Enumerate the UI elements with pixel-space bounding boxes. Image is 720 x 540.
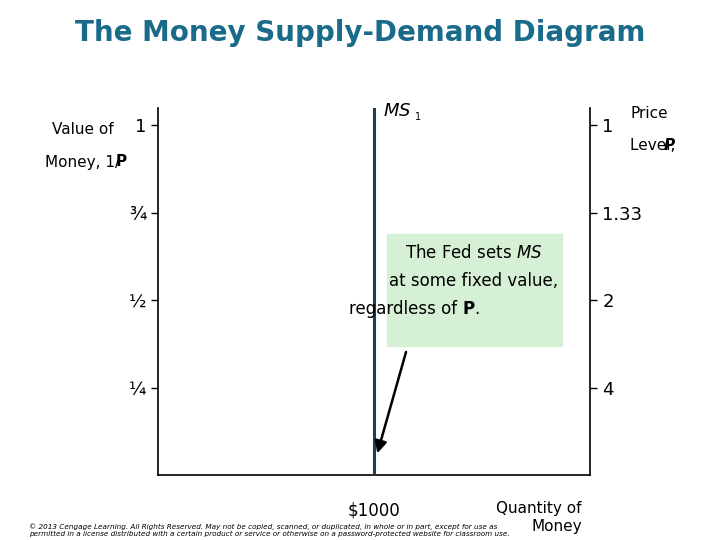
Text: Money, 1/: Money, 1/	[45, 154, 120, 170]
Text: P: P	[115, 154, 127, 170]
Text: $\mathit{MS}$: $\mathit{MS}$	[383, 102, 411, 120]
Text: P: P	[664, 138, 675, 153]
Text: $\mathbf{P}$.: $\mathbf{P}$.	[462, 300, 480, 318]
FancyBboxPatch shape	[387, 234, 562, 346]
Text: The Money Supply-Demand Diagram: The Money Supply-Demand Diagram	[75, 19, 645, 47]
Text: The Fed sets $\mathit{MS}$: The Fed sets $\mathit{MS}$	[405, 244, 543, 262]
Text: Level,: Level,	[630, 138, 680, 153]
Text: Price: Price	[630, 106, 667, 121]
Text: $_1$: $_1$	[415, 109, 422, 123]
Text: regardless of: regardless of	[348, 300, 462, 318]
Text: Value of: Value of	[52, 122, 114, 137]
Text: © 2013 Cengage Learning. All Rights Reserved. May not be copied, scanned, or dup: © 2013 Cengage Learning. All Rights Rese…	[29, 523, 510, 537]
Text: Quantity of
Money: Quantity of Money	[496, 502, 582, 534]
Text: at some fixed value,: at some fixed value,	[390, 272, 558, 290]
Text: $1000: $1000	[348, 502, 401, 519]
